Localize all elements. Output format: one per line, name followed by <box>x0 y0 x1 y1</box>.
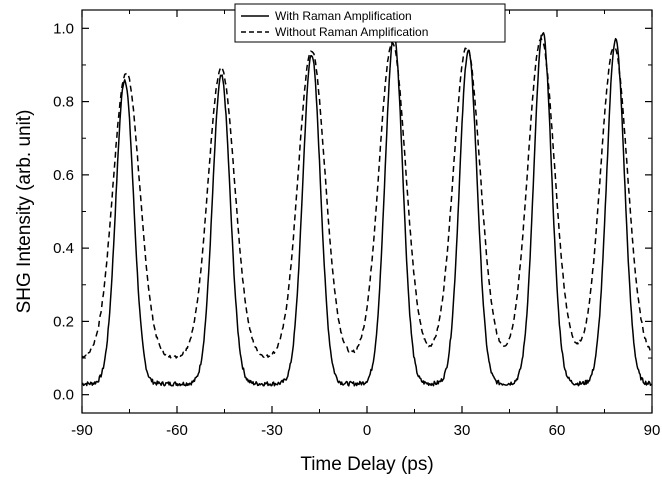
series-lines <box>81 32 653 387</box>
y-tick-label: 0.2 <box>53 313 74 330</box>
x-tick-label: -30 <box>261 422 283 439</box>
y-tick-label: 0.8 <box>53 94 74 111</box>
legend-box <box>234 3 506 43</box>
y-tick-label: 0.6 <box>53 167 74 184</box>
y-axis-title: SHG Intensity (arb. unit) <box>14 110 35 314</box>
plot-area <box>81 9 653 414</box>
legend: With Raman Amplification Without Raman A… <box>234 3 506 43</box>
axis-tick-labels: -90 -60 -30 0 30 60 90 0.0 0.2 0.4 0.6 0.8 1.0 <box>53 20 660 439</box>
legend-label-without-raman: Without Raman Amplification <box>275 25 428 39</box>
x-axis-title: Time Delay (ps) <box>300 454 433 475</box>
y-tick-label: 0.0 <box>53 387 74 404</box>
x-tick-label: -60 <box>166 422 188 439</box>
series-without-raman-line <box>81 37 653 360</box>
x-tick-label: 60 <box>549 422 566 439</box>
x-tick-label: 90 <box>644 422 661 439</box>
x-tick-label: 0 <box>363 422 371 439</box>
axis-ticks <box>81 10 653 413</box>
plot-frame <box>81 9 653 414</box>
series-with-raman-line <box>81 32 653 387</box>
legend-label-with-raman: With Raman Amplification <box>275 9 412 23</box>
y-tick-label: 1.0 <box>53 20 74 37</box>
x-tick-label: -90 <box>71 422 93 439</box>
x-tick-label: 30 <box>454 422 471 439</box>
y-tick-label: 0.4 <box>53 240 74 257</box>
